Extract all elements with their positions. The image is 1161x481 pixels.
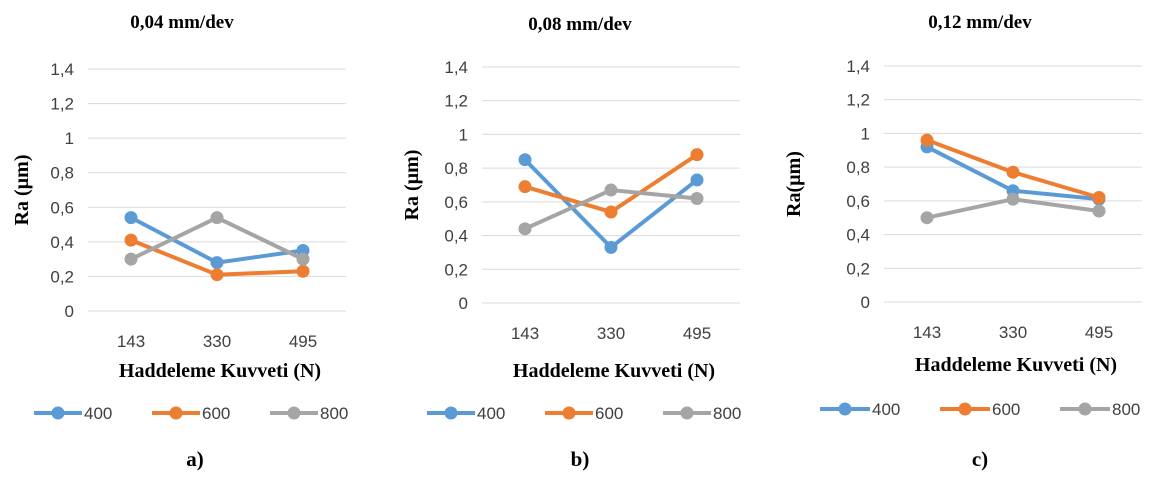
data-point-800 <box>210 211 224 225</box>
y-tick-label: 1 <box>861 124 870 143</box>
x-tick-label: 330 <box>203 332 231 351</box>
y-tick-label: 0 <box>65 302 74 321</box>
chart-panel-1: 0,04 mm/dev 0 0,2 0,4 0,6 0,8 1 1,2 1,4 143 330 495… <box>11 12 348 471</box>
legend-label-800: 800 <box>1112 400 1140 419</box>
panel-caption: b) <box>571 447 590 471</box>
y-tick-label: 0,6 <box>846 192 870 211</box>
legend-label-400: 400 <box>872 400 900 419</box>
data-point-800 <box>124 252 138 266</box>
y-tick-label: 0,4 <box>444 227 468 246</box>
data-point-600 <box>124 233 138 247</box>
data-point-400 <box>690 173 704 187</box>
chart-panel-3: 0,12 mm/dev 0 0,2 0,4 0,6 0,8 1 1,2 1,4 143 330 495… <box>783 12 1142 471</box>
y-tick-label: 0,4 <box>846 226 870 245</box>
y-axis-label: Ra(µm) <box>783 151 805 217</box>
data-point-600 <box>604 205 618 219</box>
legend-label-800: 800 <box>320 404 348 423</box>
x-tick-label: 330 <box>597 324 625 343</box>
y-tick-label: 1,2 <box>846 91 870 110</box>
data-point-400 <box>518 153 532 167</box>
y-tick-label: 0,6 <box>444 193 468 212</box>
data-point-800 <box>1092 204 1106 218</box>
legend-label-800: 800 <box>713 404 741 423</box>
x-axis-label: Haddeleme Kuvveti (N) <box>915 354 1117 376</box>
y-tick-label: 1,4 <box>444 58 468 77</box>
legend-marker-800 <box>1078 402 1092 416</box>
legend-label-600: 600 <box>202 404 230 423</box>
chart-title: 0,12 mm/dev <box>928 12 1032 33</box>
y-tick-label: 1 <box>459 125 468 144</box>
y-tick-label: 0 <box>861 293 870 312</box>
legend-label-400: 400 <box>477 404 505 423</box>
legend-marker-400 <box>51 406 65 420</box>
legend-label-600: 600 <box>595 404 623 423</box>
chart-title: 0,04 mm/dev <box>130 12 234 33</box>
x-tick-label: 495 <box>1085 323 1113 342</box>
legend-marker-600 <box>958 402 972 416</box>
data-point-400 <box>604 240 618 254</box>
legend-label-400: 400 <box>84 404 112 423</box>
legend-label-600: 600 <box>992 400 1020 419</box>
data-point-600 <box>920 133 934 147</box>
data-point-600 <box>1092 190 1106 204</box>
data-point-800 <box>518 222 532 236</box>
legend-marker-600 <box>562 406 576 420</box>
y-tick-label: 1 <box>65 129 74 148</box>
x-tick-label: 495 <box>683 324 711 343</box>
chart-title: 0,08 mm/dev <box>528 14 632 35</box>
legend-marker-600 <box>169 406 183 420</box>
y-axis-label: Ra (µm) <box>11 155 33 226</box>
data-point-600 <box>1006 165 1020 179</box>
y-tick-label: 1,4 <box>846 57 870 76</box>
x-tick-label: 495 <box>289 332 317 351</box>
x-tick-label: 330 <box>999 323 1027 342</box>
data-point-400 <box>210 256 224 270</box>
data-point-600 <box>210 268 224 282</box>
y-tick-label: 0,8 <box>846 158 870 177</box>
panel-caption: c) <box>972 447 988 471</box>
panel-caption: a) <box>186 447 204 471</box>
y-tick-label: 1,2 <box>444 92 468 111</box>
y-tick-label: 0,8 <box>50 164 74 183</box>
y-tick-label: 0,4 <box>50 233 74 252</box>
x-tick-label: 143 <box>511 324 539 343</box>
y-tick-label: 0 <box>459 294 468 313</box>
y-axis-label: Ra (µm) <box>401 150 423 221</box>
data-point-600 <box>690 148 704 162</box>
legend-marker-800 <box>287 406 301 420</box>
x-axis-label: Haddeleme Kuvveti (N) <box>119 360 321 382</box>
chart-panel-2: 0,08 mm/dev 0 0,2 0,4 0,6 0,8 1 1,2 1,4 143 330 495… <box>401 14 741 471</box>
data-point-400 <box>124 211 138 225</box>
legend-marker-400 <box>444 406 458 420</box>
y-tick-label: 0,2 <box>444 260 468 279</box>
data-point-800 <box>920 211 934 225</box>
legend-marker-800 <box>680 406 694 420</box>
y-tick-label: 1,2 <box>50 95 74 114</box>
y-tick-label: 0,6 <box>50 198 74 217</box>
y-tick-label: 0,2 <box>50 267 74 286</box>
x-axis-label: Haddeleme Kuvveti (N) <box>513 360 715 382</box>
x-tick-label: 143 <box>913 323 941 342</box>
data-point-800 <box>1006 192 1020 206</box>
data-point-600 <box>518 180 532 194</box>
y-tick-label: 0,8 <box>444 159 468 178</box>
data-point-600 <box>296 264 310 278</box>
series-line-400 <box>130 215 304 265</box>
data-point-800 <box>296 252 310 266</box>
y-tick-label: 1,4 <box>50 60 74 79</box>
data-point-800 <box>690 191 704 205</box>
x-tick-label: 143 <box>117 332 145 351</box>
data-point-800 <box>604 183 618 197</box>
legend-marker-400 <box>838 402 852 416</box>
y-tick-label: 0,2 <box>846 259 870 278</box>
